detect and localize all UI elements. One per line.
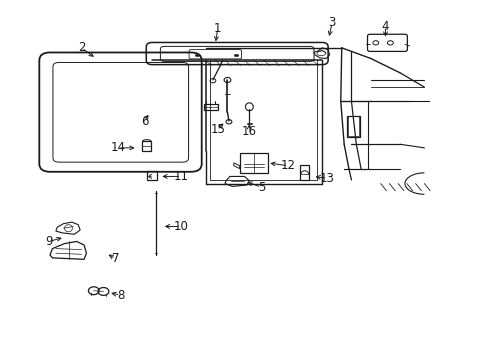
FancyBboxPatch shape <box>146 42 327 64</box>
Text: 12: 12 <box>280 159 295 172</box>
Bar <box>300 165 308 180</box>
Bar <box>142 141 151 152</box>
Text: 5: 5 <box>257 181 264 194</box>
Text: 16: 16 <box>242 125 256 138</box>
Bar <box>347 116 359 136</box>
Text: 3: 3 <box>327 16 335 29</box>
Bar <box>147 171 157 180</box>
Bar <box>203 104 218 111</box>
Text: 8: 8 <box>117 288 124 302</box>
Text: 7: 7 <box>112 252 119 265</box>
Text: 10: 10 <box>174 220 188 233</box>
Text: 4: 4 <box>381 20 388 33</box>
Bar <box>239 153 267 173</box>
Text: 14: 14 <box>110 141 125 154</box>
Text: 1: 1 <box>214 22 221 35</box>
Text: 9: 9 <box>45 235 53 248</box>
Text: 15: 15 <box>210 123 225 136</box>
Text: 13: 13 <box>319 172 334 185</box>
Bar <box>346 116 360 137</box>
Text: 2: 2 <box>78 41 85 54</box>
Text: 6: 6 <box>141 114 148 127</box>
Text: 11: 11 <box>173 170 188 183</box>
